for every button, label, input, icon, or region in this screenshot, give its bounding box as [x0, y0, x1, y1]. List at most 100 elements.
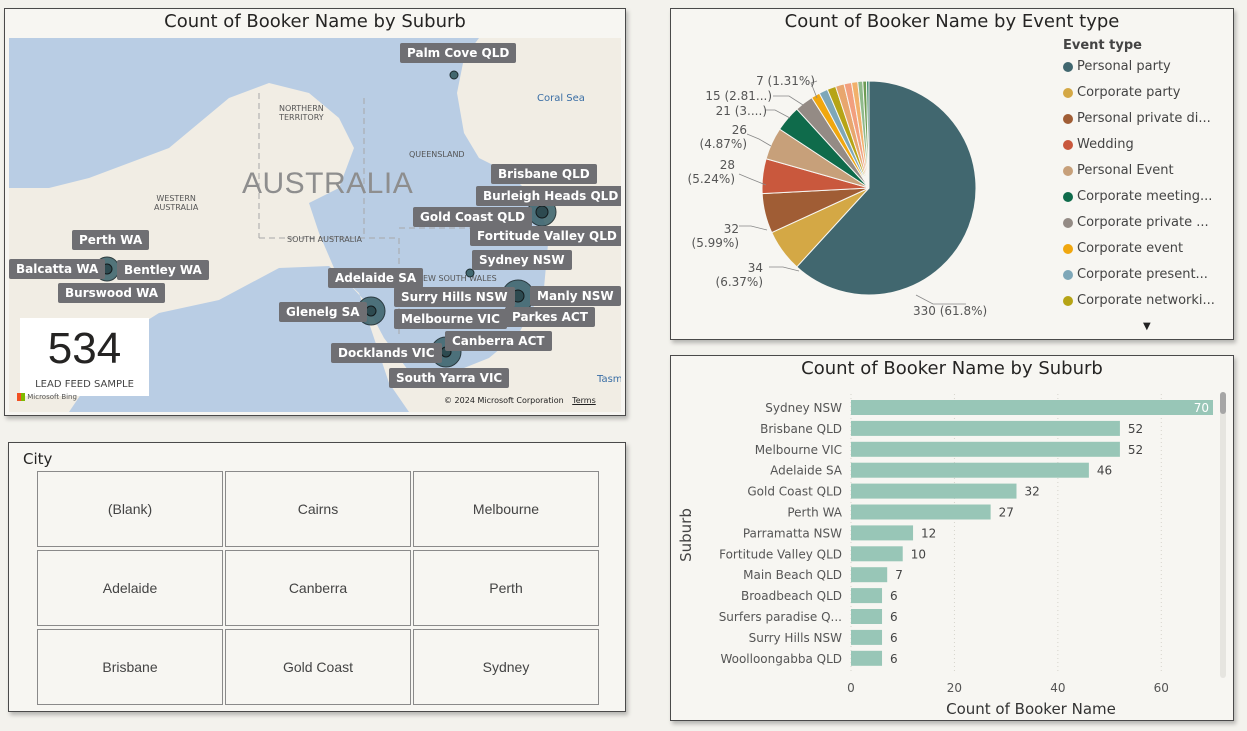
- city-slicer[interactable]: City (Blank) Cairns Melbourne Adelaide C…: [8, 442, 626, 712]
- terms-link[interactable]: Terms: [572, 396, 596, 405]
- map-title: Count of Booker Name by Suburb: [164, 11, 466, 32]
- bar[interactable]: [851, 504, 991, 520]
- map-label-burswood[interactable]: Burswood WA: [58, 283, 166, 303]
- leader-line-corporate-party: [769, 266, 800, 272]
- legend-item[interactable]: Corporate event: [1063, 241, 1183, 256]
- map-label-melbourne[interactable]: Melbourne VIC: [394, 309, 507, 329]
- legend-label: Corporate present...: [1077, 267, 1208, 282]
- slicer-tile-cairns[interactable]: Cairns: [225, 471, 411, 547]
- map-visual[interactable]: Count of Booker Name by Suburb NORTHERN …: [4, 8, 626, 416]
- pie-label-28-pct: (5.24%): [688, 172, 735, 186]
- bar[interactable]: [851, 609, 883, 624]
- bar-value-label: 70: [1194, 401, 1209, 415]
- bar-value-label: 7: [895, 568, 903, 582]
- legend-marker-icon: [1063, 165, 1073, 176]
- legend-item[interactable]: Corporate private ...: [1063, 215, 1209, 230]
- category-label: Surfers paradise Q...: [719, 610, 842, 624]
- legend-item[interactable]: Personal party: [1063, 59, 1171, 74]
- slicer-tile-adelaide[interactable]: Adelaide: [37, 550, 223, 626]
- bar-chart-scrollbar[interactable]: [1220, 392, 1226, 678]
- category-label: Surry Hills NSW: [749, 631, 842, 645]
- map-label-surry-hills[interactable]: Surry Hills NSW: [394, 287, 515, 307]
- leader-line-wedding: [738, 173, 767, 186]
- map-label-gold-coast[interactable]: Gold Coast QLD: [413, 207, 532, 227]
- bubble-burleigh: [535, 205, 549, 219]
- bar[interactable]: [851, 567, 888, 583]
- region-label-nsw: NEW SOUTH WALES: [417, 274, 497, 283]
- bar-chart[interactable]: Sydney NSW Brisbane QLD Melbourne VIC Adela…: [671, 356, 1219, 721]
- slicer-tile-brisbane[interactable]: Brisbane: [37, 629, 223, 705]
- map-canvas[interactable]: NORTHERN TERRITORY QUEENSLAND WESTERN AU…: [9, 38, 621, 412]
- leader-line-corporate-meeting: [765, 109, 791, 119]
- bar[interactable]: [851, 629, 883, 645]
- legend-marker-icon: [1063, 217, 1073, 228]
- kpi-value: 534: [47, 324, 122, 373]
- legend-scroll-down-icon[interactable]: ▼: [1143, 321, 1151, 332]
- legend-marker-icon: [1063, 295, 1073, 306]
- bar[interactable]: [851, 462, 1089, 478]
- pie-chart-visual[interactable]: Count of Booker Name by Event type 330 (…: [670, 8, 1234, 340]
- pie-chart[interactable]: 330 (61.8%) 34 (6.37%) 32 (5.99%) 28 (5.…: [671, 39, 1061, 339]
- scrollbar-thumb[interactable]: [1220, 392, 1226, 414]
- legend-item[interactable]: Personal private di...: [1063, 111, 1211, 126]
- map-label-perth[interactable]: Perth WA: [72, 230, 150, 250]
- pie-slice-0[interactable]: [796, 80, 977, 296]
- copyright-text: © 2024 Microsoft Corporation: [444, 396, 564, 405]
- legend-item[interactable]: Corporate meeting...: [1063, 189, 1212, 204]
- legend-item[interactable]: Wedding: [1063, 137, 1134, 152]
- map-label-sydney[interactable]: Sydney NSW: [472, 250, 572, 270]
- bubble-palm-cove: [449, 70, 459, 80]
- bar-chart-visual[interactable]: Count of Booker Name by Suburb Sydney NS…: [670, 355, 1234, 721]
- legend-item[interactable]: Personal Event: [1063, 163, 1174, 178]
- bar-value-label: 27: [999, 506, 1014, 520]
- bar-value-label: 12: [921, 526, 936, 540]
- bar[interactable]: [851, 400, 1213, 415]
- pie-label-330: 330 (61.8%): [913, 304, 987, 318]
- map-label-manly[interactable]: Manly NSW: [530, 286, 621, 306]
- map-label-canberra[interactable]: Canberra ACT: [445, 331, 552, 351]
- leader-line-personal-private: [739, 225, 768, 231]
- legend-item[interactable]: Corporate present...: [1063, 267, 1208, 282]
- category-label: Main Beach QLD: [743, 568, 842, 582]
- map-label-burleigh-heads[interactable]: Burleigh Heads QLD: [476, 186, 621, 206]
- bar-value-label: 6: [890, 589, 898, 603]
- slicer-tile-sydney[interactable]: Sydney: [413, 629, 599, 705]
- legend-item[interactable]: Corporate networki...: [1063, 293, 1215, 308]
- bar[interactable]: [851, 525, 914, 541]
- map-label-palm-cove[interactable]: Palm Cove QLD: [400, 43, 517, 63]
- category-label: Sydney NSW: [765, 401, 842, 415]
- bar[interactable]: [851, 546, 903, 562]
- map-label-glenelg[interactable]: Glenelg SA: [279, 302, 367, 322]
- bar[interactable]: [851, 441, 1120, 457]
- slicer-tile-gold-coast[interactable]: Gold Coast: [225, 629, 411, 705]
- leader-line-corporate-private: [773, 95, 804, 106]
- map-label-south-yarra[interactable]: South Yarra VIC: [389, 368, 510, 388]
- sea-label-coral: Coral Sea: [537, 93, 585, 104]
- legend-label: Personal private di...: [1077, 111, 1211, 126]
- category-label: Parramatta NSW: [743, 526, 842, 540]
- pie-slice-15[interactable]: [865, 80, 870, 189]
- category-label: Woolloongabba QLD: [720, 652, 842, 666]
- slicer-tile-blank[interactable]: (Blank): [37, 471, 223, 547]
- pie-label-32: 32: [724, 222, 739, 236]
- map-label-fortitude-valley[interactable]: Fortitude Valley QLD: [470, 226, 621, 246]
- slicer-tile-perth[interactable]: Perth: [413, 550, 599, 626]
- slicer-tile-canberra[interactable]: Canberra: [225, 550, 411, 626]
- legend-item[interactable]: Corporate party: [1063, 85, 1180, 100]
- map-label-balcatta[interactable]: Balcatta WA: [9, 259, 106, 279]
- bar[interactable]: [851, 650, 883, 666]
- bar[interactable]: [851, 588, 883, 604]
- bar[interactable]: [851, 483, 1017, 499]
- bar-value-label: 52: [1128, 443, 1143, 457]
- map-label-parkes[interactable]: Parkes ACT: [505, 307, 595, 327]
- slicer-tile-melbourne[interactable]: Melbourne: [413, 471, 599, 547]
- bubble-glenelg-inner: [365, 305, 377, 317]
- map-label-docklands[interactable]: Docklands VIC: [331, 343, 442, 363]
- bar-value-label: 6: [890, 610, 898, 624]
- map-label-brisbane[interactable]: Brisbane QLD: [491, 164, 597, 184]
- map-label-adelaide[interactable]: Adelaide SA: [328, 268, 424, 288]
- bing-attribution: Microsoft Bing: [27, 393, 77, 401]
- map-label-bentley[interactable]: Bentley WA: [117, 260, 209, 280]
- bar[interactable]: [851, 420, 1120, 436]
- legend-marker-icon: [1063, 269, 1073, 280]
